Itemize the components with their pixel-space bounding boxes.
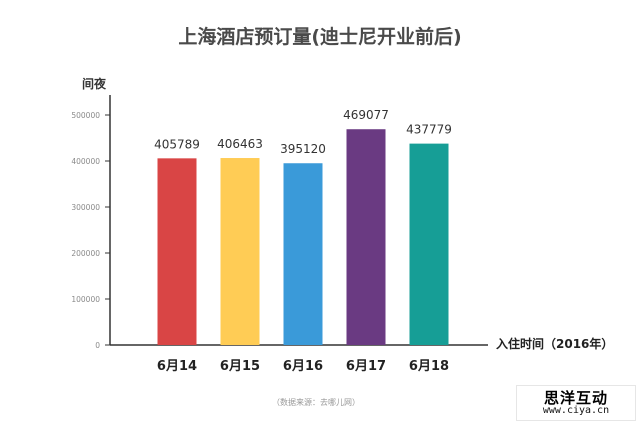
y-axis-label: 间夜	[82, 76, 107, 91]
watermark: 思洋互动 www.ciya.cn	[516, 385, 636, 421]
bar	[283, 163, 323, 345]
bar	[409, 143, 449, 345]
y-tick-label: 200000	[71, 249, 100, 258]
y-ticks: 0 100000 200000 300000 400000 500000	[71, 111, 110, 350]
x-tick-label: 6月14	[157, 359, 197, 374]
watermark-url: www.ciya.cn	[542, 405, 610, 416]
y-tick-label: 0	[95, 341, 100, 350]
x-tick-label: 6月17	[346, 359, 386, 374]
y-tick-label: 500000	[71, 111, 100, 120]
y-tick-label: 400000	[71, 157, 100, 166]
bar	[220, 158, 260, 345]
x-tick-label: 6月18	[409, 359, 449, 374]
x-tick-label: 6月16	[283, 359, 323, 374]
y-tick-label: 100000	[71, 295, 100, 304]
data-label: 395120	[280, 142, 326, 156]
watermark-title: 思洋互动	[543, 389, 608, 407]
x-tick-label: 6月15	[220, 359, 260, 374]
data-label: 437779	[406, 123, 452, 137]
data-labels: 405789 406463 395120 469077 437779	[154, 108, 452, 156]
data-label: 405789	[154, 137, 200, 151]
data-label: 469077	[343, 108, 389, 122]
bar	[346, 129, 386, 345]
bar	[157, 158, 197, 345]
source-note: （数据来源：去哪儿网）	[272, 397, 360, 407]
y-tick-label: 300000	[71, 203, 100, 212]
x-axis-label: 入住时间（2016年）	[496, 336, 613, 351]
chart-title: 上海酒店预订量(迪士尼开业前后)	[178, 25, 461, 48]
data-label: 406463	[217, 137, 263, 151]
x-ticks: 6月14 6月15 6月16 6月17 6月18	[157, 359, 449, 374]
bars	[157, 129, 449, 345]
